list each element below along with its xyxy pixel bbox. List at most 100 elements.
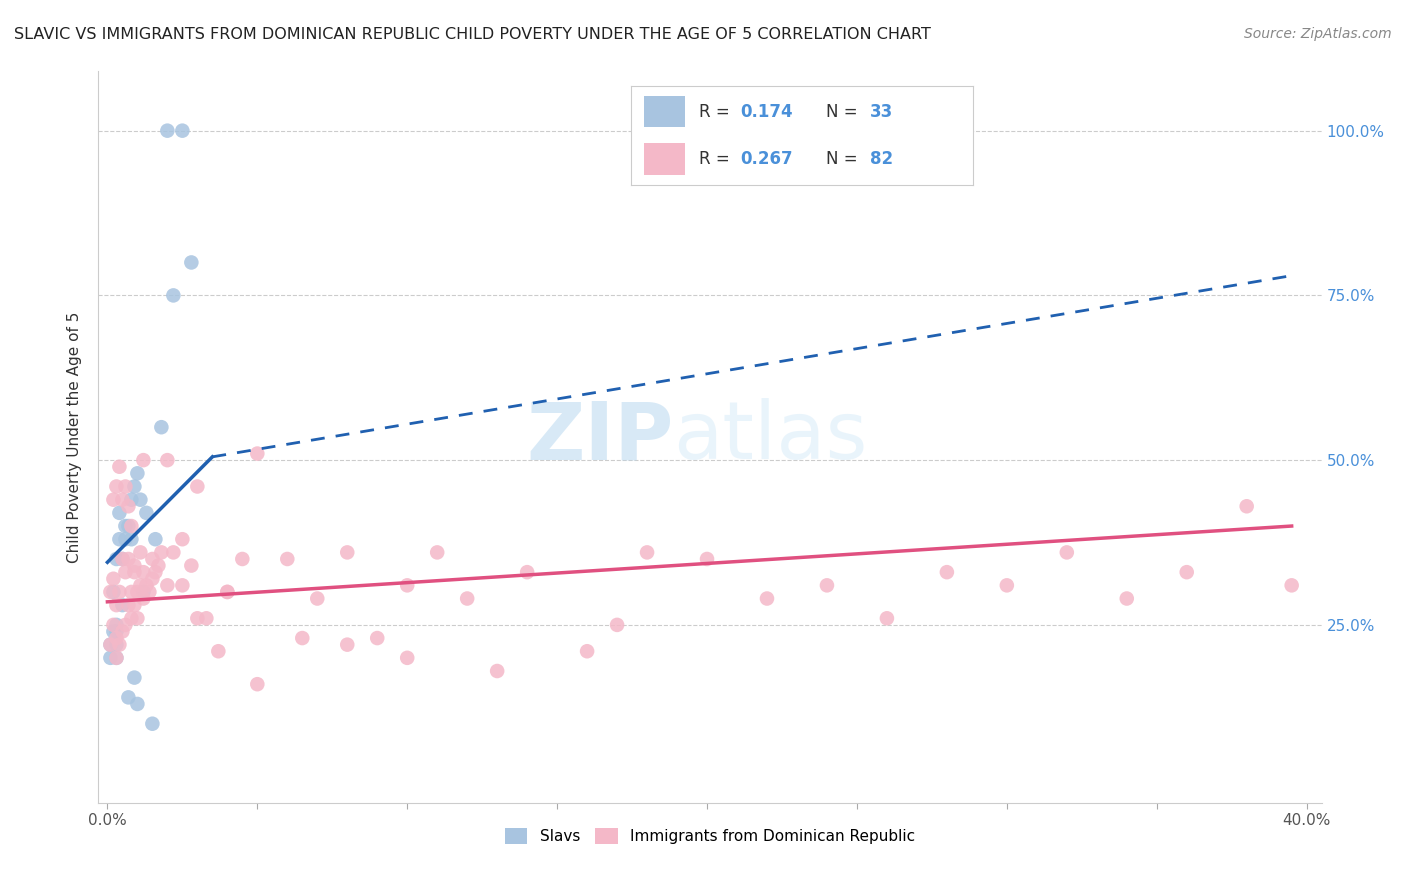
Point	[124, 598, 146, 612]
Point	[103, 492, 125, 507]
Point	[1115, 591, 1137, 606]
Point	[180, 255, 202, 269]
Point	[172, 578, 194, 592]
Point	[105, 638, 128, 652]
Point	[114, 565, 136, 579]
Point	[132, 585, 155, 599]
Point	[105, 479, 128, 493]
Point	[138, 585, 160, 599]
Point	[307, 591, 329, 606]
Point	[246, 677, 269, 691]
Point	[150, 545, 173, 559]
Point	[156, 453, 179, 467]
Point	[111, 552, 134, 566]
Text: atlas: atlas	[673, 398, 868, 476]
Point	[105, 650, 128, 665]
Point	[1281, 578, 1303, 592]
Point	[103, 618, 125, 632]
Y-axis label: Child Poverty Under the Age of 5: Child Poverty Under the Age of 5	[67, 311, 83, 563]
Point	[105, 618, 128, 632]
Point	[396, 650, 419, 665]
Point	[103, 624, 125, 639]
Point	[186, 479, 208, 493]
Point	[162, 545, 184, 559]
Point	[114, 519, 136, 533]
Point	[606, 618, 628, 632]
Point	[120, 611, 142, 625]
Point	[876, 611, 898, 625]
Point	[486, 664, 509, 678]
Point	[129, 578, 152, 592]
Point	[114, 479, 136, 493]
Point	[336, 638, 359, 652]
Point	[108, 506, 131, 520]
Point	[456, 591, 478, 606]
Point	[141, 716, 163, 731]
Point	[156, 578, 179, 592]
Point	[111, 492, 134, 507]
Point	[141, 572, 163, 586]
Point	[117, 500, 139, 514]
Point	[114, 618, 136, 632]
Point	[366, 631, 388, 645]
Point	[132, 591, 155, 606]
Point	[100, 585, 122, 599]
Point	[135, 578, 157, 592]
Point	[180, 558, 202, 573]
Point	[756, 591, 779, 606]
Point	[172, 533, 194, 547]
Point	[117, 598, 139, 612]
Point	[124, 671, 146, 685]
Point	[105, 552, 128, 566]
Point	[135, 506, 157, 520]
Point	[100, 638, 122, 652]
Point	[108, 459, 131, 474]
Point	[120, 492, 142, 507]
Point	[100, 638, 122, 652]
Point	[127, 697, 149, 711]
Point	[120, 533, 142, 547]
Point	[195, 611, 218, 625]
Point	[111, 552, 134, 566]
Point	[815, 578, 838, 592]
Point	[117, 519, 139, 533]
Point	[129, 492, 152, 507]
Point	[1056, 545, 1078, 559]
Point	[124, 558, 146, 573]
Point	[1236, 500, 1258, 514]
Point	[516, 565, 538, 579]
Point	[231, 552, 253, 566]
Point	[172, 123, 194, 137]
Point	[129, 545, 152, 559]
Point	[120, 585, 142, 599]
Point	[117, 552, 139, 566]
Point	[162, 288, 184, 302]
Point	[114, 533, 136, 547]
Point	[696, 552, 718, 566]
Point	[108, 585, 131, 599]
Text: Source: ZipAtlas.com: Source: ZipAtlas.com	[1244, 27, 1392, 41]
Point	[145, 565, 167, 579]
Point	[105, 624, 128, 639]
Point	[100, 650, 122, 665]
Text: SLAVIC VS IMMIGRANTS FROM DOMINICAN REPUBLIC CHILD POVERTY UNDER THE AGE OF 5 CO: SLAVIC VS IMMIGRANTS FROM DOMINICAN REPU…	[14, 27, 931, 42]
Point	[246, 446, 269, 460]
Point	[145, 533, 167, 547]
Point	[148, 558, 170, 573]
Point	[156, 123, 179, 137]
Point	[426, 545, 449, 559]
Point	[276, 552, 298, 566]
Point	[186, 611, 208, 625]
Point	[935, 565, 957, 579]
Point	[132, 565, 155, 579]
Point	[1175, 565, 1198, 579]
Point	[108, 638, 131, 652]
Point	[636, 545, 658, 559]
Point	[336, 545, 359, 559]
Point	[217, 585, 239, 599]
Point	[576, 644, 599, 658]
Point	[127, 611, 149, 625]
Point	[127, 467, 149, 481]
Point	[105, 631, 128, 645]
Text: ZIP: ZIP	[526, 398, 673, 476]
